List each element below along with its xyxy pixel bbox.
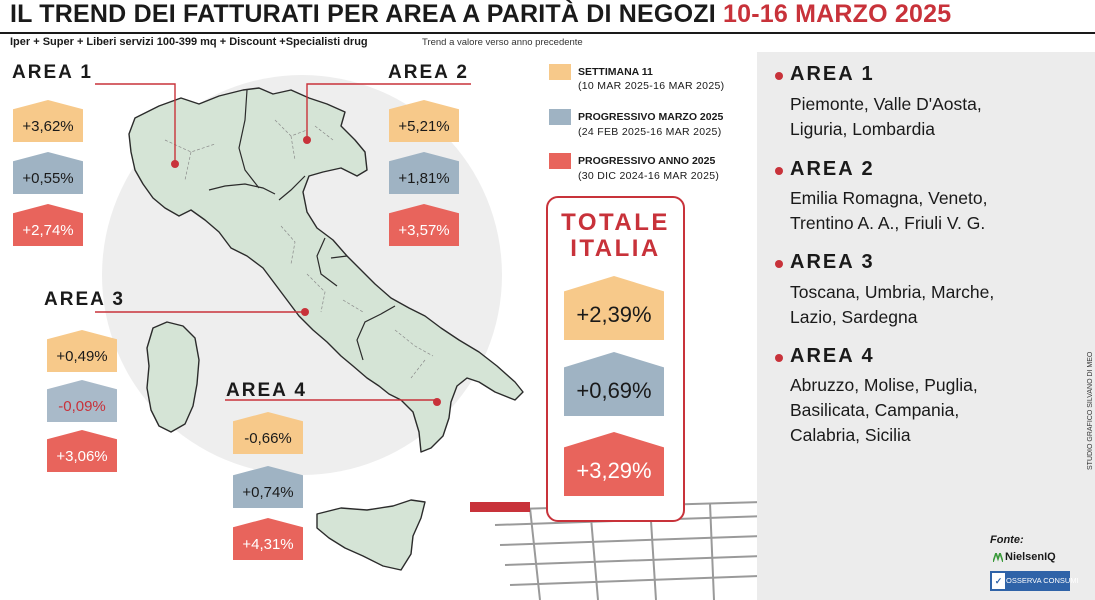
area-2-bullet bbox=[775, 167, 783, 175]
area-3-week-badge: +0,49% bbox=[47, 330, 117, 372]
region-area-4-title: AREA 4 bbox=[790, 345, 875, 367]
region-area-2-line-1: Emilia Romagna, Veneto, bbox=[790, 188, 988, 208]
region-area-3-line-1: Toscana, Umbria, Marche, bbox=[790, 282, 995, 302]
area-1-leader bbox=[95, 83, 176, 164]
area-4-marker bbox=[433, 398, 441, 406]
page-title: IL TREND DEI FATTURATI PER AREA A PARITÀ… bbox=[10, 0, 951, 29]
area-2-label: AREA 2 bbox=[388, 62, 469, 83]
totale-line-2: ITALIA bbox=[570, 235, 661, 262]
totale-month-badge: +0,69% bbox=[564, 352, 664, 416]
sardinia-shape bbox=[146, 321, 200, 433]
area-1-label: AREA 1 bbox=[12, 62, 93, 83]
area-1-week-badge: +3,62% bbox=[13, 100, 83, 142]
area-4-bullet bbox=[775, 354, 783, 362]
legend-year-dates: (30 DIC 2024-16 MAR 2025) bbox=[578, 170, 720, 182]
area-4-label: AREA 4 bbox=[226, 380, 307, 401]
legend-week-label: SETTIMANA 11 bbox=[578, 66, 653, 78]
totale-italia-title: TOTALE ITALIA bbox=[546, 210, 685, 262]
region-area-3-title: AREA 3 bbox=[790, 251, 875, 273]
area-3-month-badge: -0,09% bbox=[47, 380, 117, 422]
legend-swatch-week bbox=[549, 64, 571, 80]
legend-month-label: PROGRESSIVO MARZO 2025 bbox=[578, 111, 724, 123]
area-3-bullet bbox=[775, 260, 783, 268]
title-divider bbox=[0, 32, 1095, 34]
region-area-3-line-2: Lazio, Sardegna bbox=[790, 307, 918, 327]
area-1-month-badge: +0,55% bbox=[13, 152, 83, 194]
region-area-4-line-3: Calabria, Sicilia bbox=[790, 425, 911, 445]
area-4-month-badge: +0,74% bbox=[233, 466, 303, 508]
region-area-4-line-1: Abruzzo, Molise, Puglia, bbox=[790, 375, 978, 395]
nielsen-logo-text: NielsenIQ bbox=[1005, 551, 1056, 563]
area-3-year-badge: +3,06% bbox=[47, 430, 117, 472]
area-1-bullet bbox=[775, 72, 783, 80]
legend-week-dates: (10 MAR 2025-16 MAR 2025) bbox=[578, 80, 725, 92]
title-main: IL TREND DEI FATTURATI PER AREA A PARITÀ… bbox=[10, 0, 716, 28]
area-1-year-badge: +2,74% bbox=[13, 204, 83, 246]
region-area-1-line-2: Liguria, Lombardia bbox=[790, 119, 935, 139]
italy-map bbox=[95, 75, 524, 571]
region-area-2-title: AREA 2 bbox=[790, 158, 875, 180]
area-2-week-badge: +5,21% bbox=[389, 100, 459, 142]
legend-year-label: PROGRESSIVO ANNO 2025 bbox=[578, 155, 716, 167]
subtitle-note: Trend a valore verso anno precedente bbox=[422, 37, 583, 48]
source-label: Fonte: bbox=[990, 534, 1024, 546]
osserva-consumi-text: OSSERVA CONSUMI bbox=[1006, 576, 1079, 585]
subtitle: Iper + Super + Liberi servizi 100-399 mq… bbox=[10, 36, 368, 48]
area-3-label: AREA 3 bbox=[44, 289, 125, 310]
title-dates: 10-16 MARZO 2025 bbox=[723, 0, 952, 28]
region-area-4-line-2: Basilicata, Campania, bbox=[790, 400, 960, 420]
osserva-consumi-logo bbox=[990, 571, 1070, 591]
totale-week-badge: +2,39% bbox=[564, 276, 664, 340]
legend-month-dates: (24 FEB 2025-16 MAR 2025) bbox=[578, 126, 722, 138]
province-borders bbox=[164, 119, 434, 379]
area-2-leader bbox=[306, 83, 471, 140]
totale-line-1: TOTALE bbox=[561, 209, 670, 236]
legend-swatch-month bbox=[549, 109, 571, 125]
totale-year-badge: +3,29% bbox=[564, 432, 664, 496]
legend-swatch-year bbox=[549, 153, 571, 169]
regions-panel bbox=[757, 52, 1095, 600]
osserva-consumi-icon: ✓ bbox=[992, 573, 1005, 589]
region-area-2-line-2: Trentino A. A., Friuli V. G. bbox=[790, 213, 986, 233]
sicily-shape bbox=[316, 499, 426, 571]
cart-front-bumper bbox=[470, 502, 530, 512]
nielsen-logo-icon bbox=[993, 553, 1003, 562]
area-2-year-badge: +3,57% bbox=[389, 204, 459, 246]
design-credit: STUDIO GRAFICO SILVANO DI MEO bbox=[1087, 351, 1094, 470]
area-4-week-badge: -0,66% bbox=[233, 412, 303, 454]
area-2-month-badge: +1,81% bbox=[389, 152, 459, 194]
area-4-year-badge: +4,31% bbox=[233, 518, 303, 560]
region-area-1-title: AREA 1 bbox=[790, 63, 875, 85]
area-border-lines bbox=[208, 89, 396, 361]
region-area-1-line-1: Piemonte, Valle D'Aosta, bbox=[790, 94, 982, 114]
